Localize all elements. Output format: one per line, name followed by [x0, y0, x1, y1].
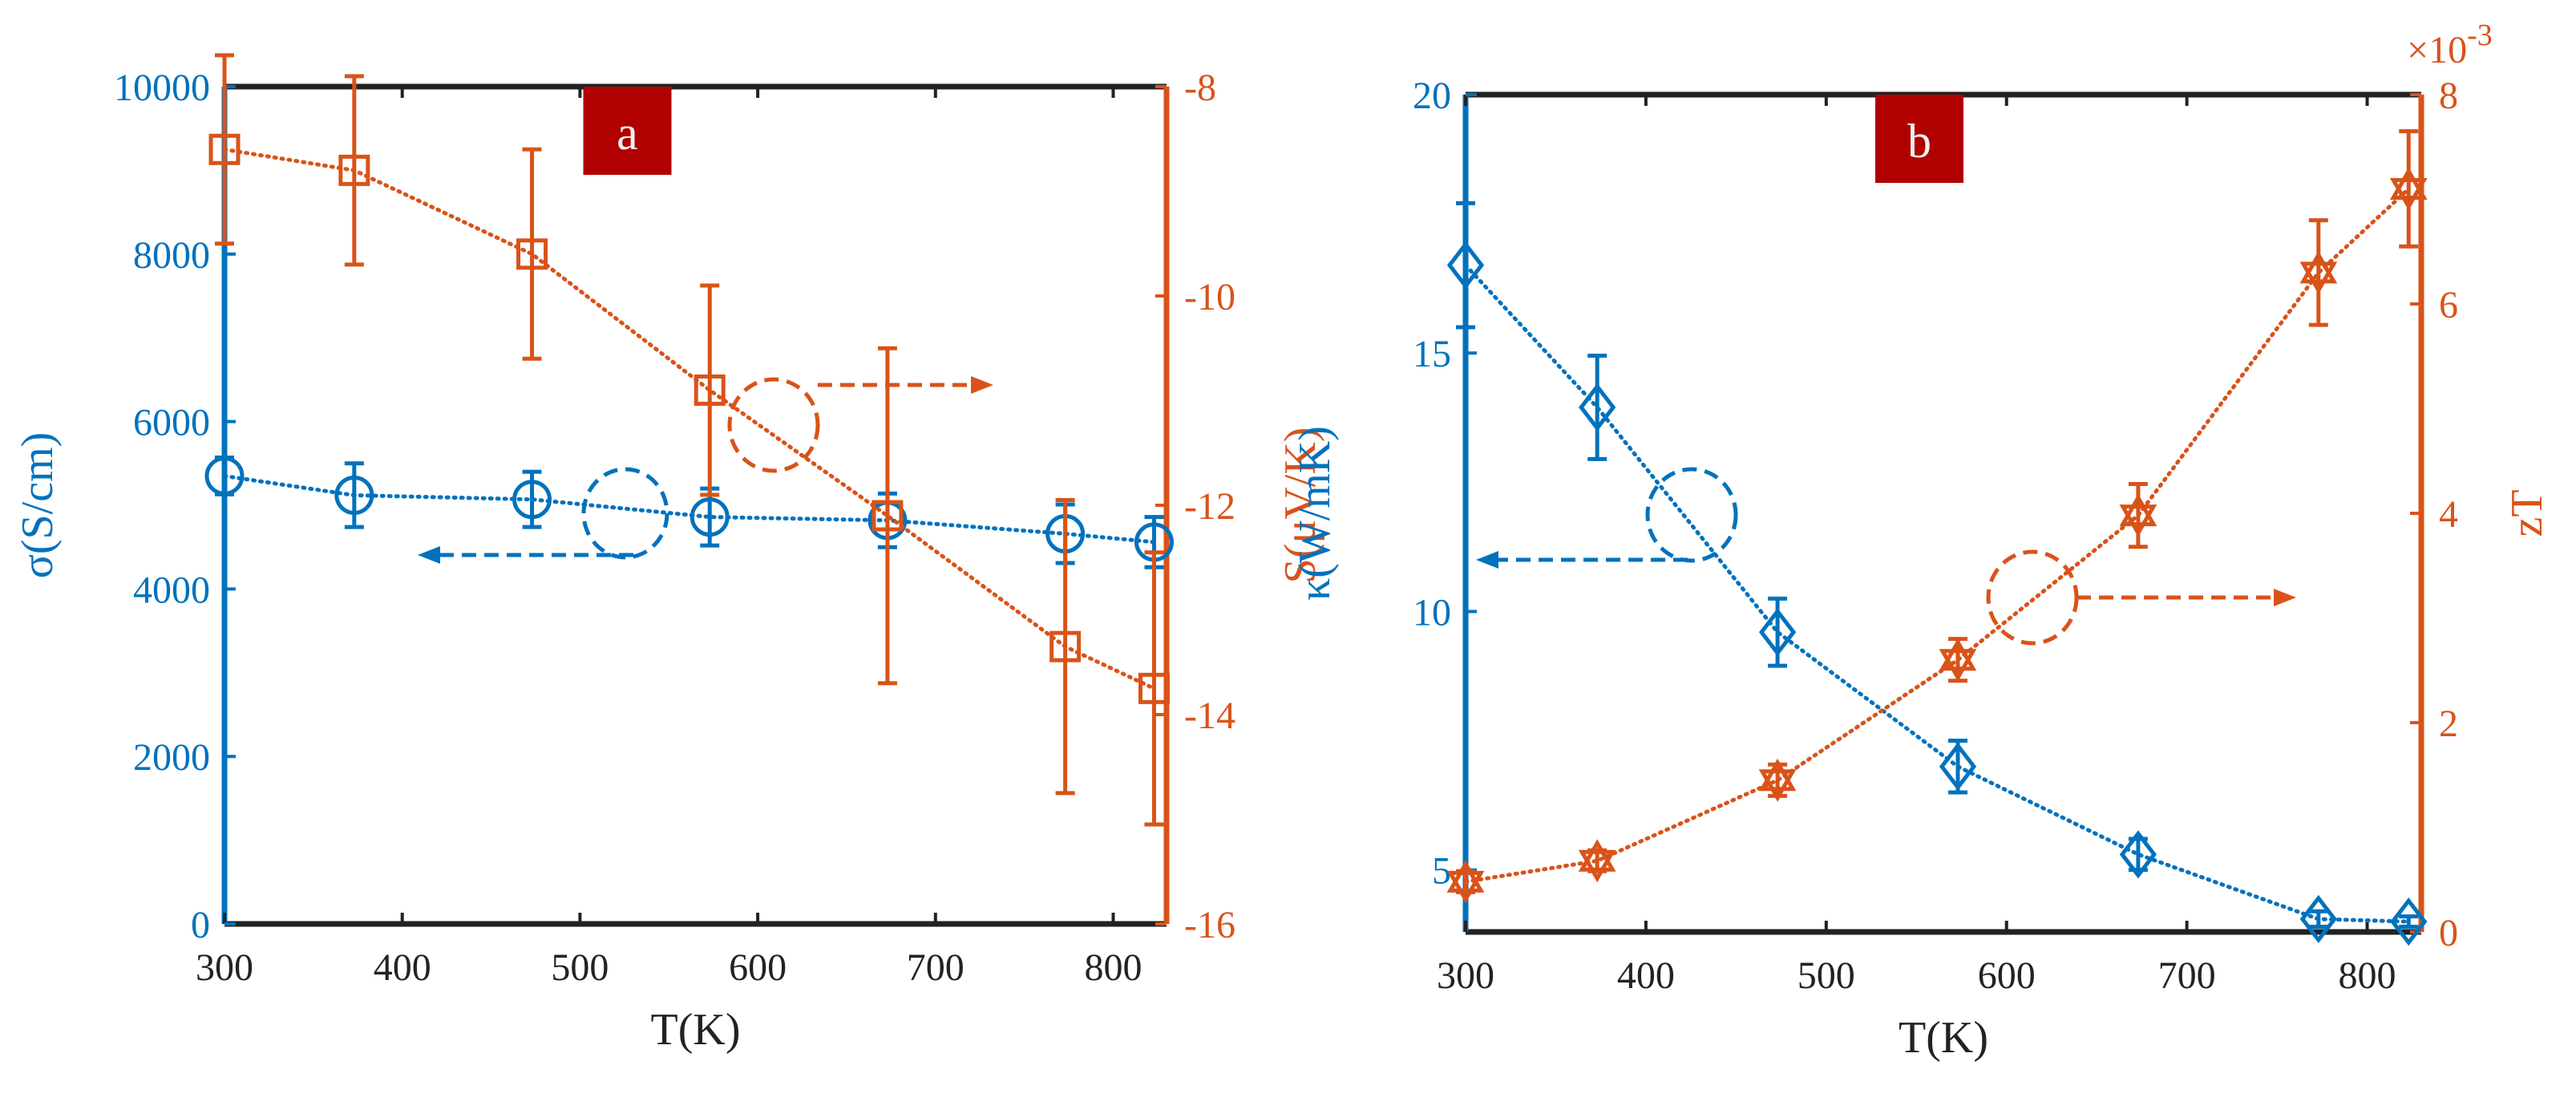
- panel-label-box: [1875, 95, 1963, 183]
- data-point-S: [516, 238, 548, 270]
- data-point-zT-b: [1578, 849, 1616, 883]
- right-y-tick-label: -16: [1184, 904, 1235, 946]
- x-tick-label: 700: [2158, 954, 2216, 997]
- data-point-S: [1049, 630, 1082, 662]
- annotation-ellipse: [581, 467, 669, 560]
- annotation-ellipse: [1986, 549, 2079, 646]
- multiplier-exponent: -3: [2467, 18, 2493, 52]
- x-tick-label: 700: [907, 946, 964, 989]
- data-point-S: [871, 500, 904, 532]
- panel-label: a: [617, 107, 638, 160]
- right-y-tick-label: 0: [2439, 912, 2458, 954]
- right-y-tick-label: 8: [2439, 75, 2458, 117]
- left-y-axis-label: σ(S/cm): [13, 432, 63, 579]
- data-point-zT: [1446, 860, 1485, 893]
- x-tick-label: 500: [1798, 954, 1855, 997]
- data-point-zT-b: [2119, 504, 2157, 537]
- data-point-zT: [2299, 250, 2338, 284]
- data-point-zT: [1758, 758, 1797, 792]
- left-y-tick-label: 20: [1413, 75, 1451, 117]
- data-point-zT-b: [1758, 769, 1797, 802]
- x-tick-label: 400: [1617, 954, 1675, 997]
- x-tick-label: 600: [1978, 954, 2036, 997]
- x-tick-label: 600: [729, 946, 787, 989]
- data-point-κ: [1579, 383, 1616, 431]
- annotation-arrowhead: [418, 546, 440, 564]
- annotation-arrowhead: [971, 376, 993, 394]
- data-point-zT-b: [2389, 178, 2428, 211]
- data-point-σ: [334, 475, 374, 515]
- x-tick-label: 400: [374, 946, 431, 989]
- annotation-arrowhead: [1476, 551, 1498, 569]
- data-point-σ: [512, 480, 552, 520]
- data-point-σ: [204, 456, 245, 496]
- right-y-tick-label: -14: [1184, 695, 1235, 737]
- data-point-zT-b: [2299, 261, 2338, 294]
- multiplier-base: ×10: [2407, 29, 2467, 71]
- x-tick-label: 300: [1437, 954, 1494, 997]
- annotation-arrowhead: [2274, 589, 2296, 606]
- left-y-tick-label: 0: [191, 904, 210, 946]
- data-point-S: [208, 133, 241, 165]
- left-y-tick-label: 10: [1413, 591, 1451, 634]
- data-point-κ: [1446, 241, 1485, 290]
- right-y-tick-label: -8: [1184, 67, 1216, 109]
- data-point-zT-b: [1939, 649, 1977, 682]
- x-axis-label: T(K): [651, 1005, 741, 1055]
- left-y-tick-label: 4000: [133, 569, 210, 611]
- panel-label: b: [1907, 115, 1931, 168]
- data-point-S: [694, 374, 726, 406]
- series-line-κ: [1463, 263, 2411, 924]
- chart-panel-a: 300 400 500 600 700 8000200040006000800010000…: [13, 53, 1325, 1055]
- data-point-zT: [2119, 493, 2157, 527]
- data-point-κ: [1939, 742, 1977, 791]
- right-y-axis-label: S(μV/K): [1276, 427, 1325, 584]
- series-line-zT: [1463, 187, 2411, 884]
- data-point-κ: [2390, 897, 2428, 946]
- x-tick-label: 800: [1084, 946, 1142, 989]
- data-point-zT-b: [1446, 870, 1485, 904]
- data-point-zT: [1939, 638, 1977, 671]
- series-line-S: [222, 147, 1156, 691]
- x-axis-label: T(K): [1899, 1013, 1988, 1063]
- data-point-zT: [2389, 167, 2428, 200]
- right-y-tick-label: 2: [2439, 703, 2458, 745]
- left-y-tick-label: 10000: [114, 67, 210, 109]
- data-point-σ: [689, 497, 730, 537]
- data-point-κ: [2119, 830, 2157, 879]
- right-y-tick-label: 4: [2439, 493, 2458, 536]
- right-y-axis-label: zT: [2502, 489, 2552, 537]
- x-tick-label: 500: [551, 946, 609, 989]
- annotation-ellipse: [727, 377, 820, 473]
- left-y-tick-label: 2000: [133, 736, 210, 779]
- x-tick-label: 300: [196, 946, 253, 989]
- right-y-tick-label: -12: [1184, 485, 1235, 528]
- left-y-tick-label: 8000: [133, 234, 210, 277]
- x-tick-label: 800: [2339, 954, 2396, 997]
- left-y-tick-label: 15: [1413, 333, 1451, 375]
- data-point-κ: [2299, 894, 2337, 943]
- right-y-tick-label: -10: [1184, 276, 1235, 318]
- panel-label-box: [583, 87, 672, 175]
- data-point-κ: [1758, 608, 1797, 657]
- right-y-tick-label: 6: [2439, 284, 2458, 326]
- left-y-axis-label: κ(W/mK): [1290, 426, 1340, 601]
- data-point-S: [1138, 672, 1170, 704]
- left-y-tick-label: 6000: [133, 402, 210, 444]
- data-point-S: [338, 154, 370, 186]
- annotation-ellipse: [1645, 467, 1738, 563]
- chart-panel-b: 300 400 500 600 700 800510152002468T(K)κ(W/mK…: [1290, 18, 2552, 1063]
- right-axis-multiplier: ×10-3: [2407, 18, 2493, 71]
- data-point-zT: [1578, 839, 1616, 872]
